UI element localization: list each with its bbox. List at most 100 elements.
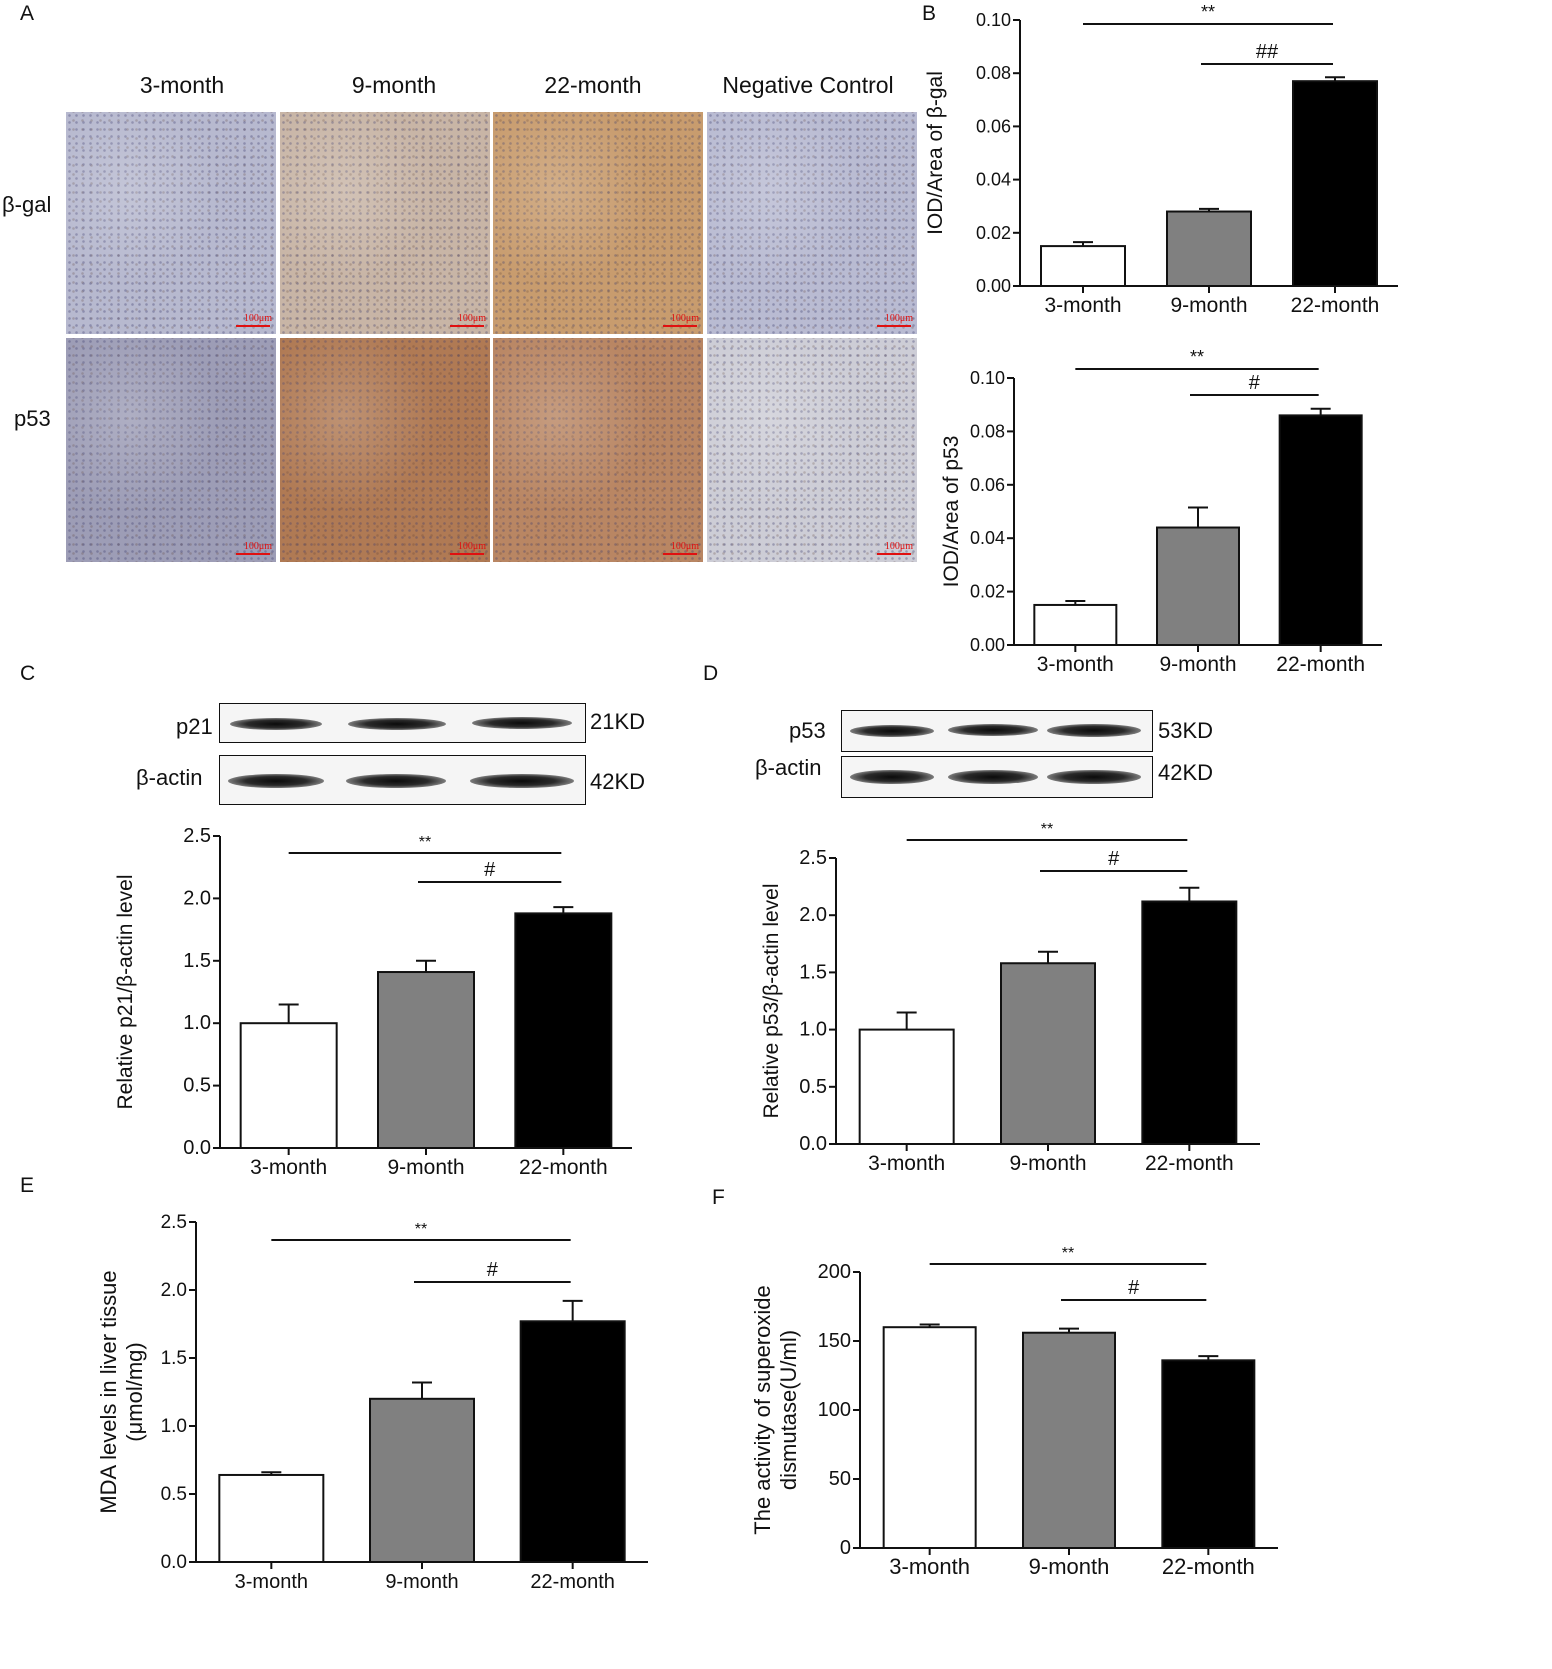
bar-9-month [377, 971, 475, 1149]
significance-hash: # [487, 1259, 499, 1281]
y-tick-label: 0.00 [970, 635, 1005, 655]
significance-stars: ** [1201, 2, 1215, 22]
bar-9-month [369, 1397, 475, 1564]
scale-bar-label: 100μm [670, 541, 699, 552]
y-tick-label: 0 [840, 1537, 851, 1559]
micrograph-tile: 100μm [707, 112, 917, 334]
scale-bar-label: 100μm [884, 313, 913, 324]
y-tick-label: 0.04 [970, 528, 1005, 548]
x-tick-label: 9-month [1029, 1554, 1110, 1579]
y-tick-label: 0.5 [161, 1484, 187, 1505]
x-tick-label: 22-month [1291, 294, 1380, 317]
significance-stars: ** [1062, 1245, 1074, 1262]
x-tick-label: 22-month [519, 1156, 608, 1179]
blot-band [850, 770, 934, 784]
bar-22-month [1292, 80, 1378, 288]
y-tick-label: 2.5 [183, 825, 211, 847]
x-tick-label: 9-month [385, 1571, 458, 1593]
panel-label-e: E [20, 1174, 35, 1197]
x-tick-label: 9-month [387, 1156, 464, 1179]
x-tick-label: 3-month [235, 1571, 308, 1593]
row-label-beta-gal: β-gal [2, 192, 52, 217]
significance-stars: ** [415, 1221, 427, 1238]
x-tick-label: 9-month [1159, 653, 1236, 676]
scale-bar [236, 553, 270, 555]
scale-bar-label: 100μm [670, 313, 699, 324]
x-tick-label: 3-month [889, 1554, 970, 1579]
y-tick-label: 1.0 [183, 1012, 211, 1034]
x-tick-label: 3-month [868, 1152, 945, 1175]
blot-d-actin-label: β-actin [755, 755, 822, 780]
y-tick-label: 0.06 [970, 475, 1005, 495]
y-tick-label: 150 [818, 1330, 851, 1352]
y-tick-label: 2.5 [799, 847, 827, 869]
blot-band [850, 725, 934, 737]
bar-3-month [1040, 245, 1126, 288]
scale-bar [663, 553, 697, 555]
significance-hash: ## [1256, 41, 1279, 63]
blot-d-p53-kd: 53KD [1158, 718, 1214, 743]
micrograph-tile: 100μm [280, 338, 490, 562]
y-tick-label: 1.0 [799, 1019, 827, 1041]
y-axis-label: The activity of superoxide [750, 1285, 775, 1534]
blot-band [948, 724, 1038, 736]
scale-bar [450, 553, 484, 555]
x-tick-label: 22-month [1145, 1152, 1234, 1175]
blot-band [472, 717, 572, 729]
y-tick-label: 2.0 [799, 904, 827, 926]
y-tick-label: 0.0 [161, 1552, 187, 1573]
panel-label-d: D [703, 662, 719, 685]
column-label-9-month: 9-month [351, 72, 437, 98]
y-tick-label: 0.04 [976, 170, 1011, 190]
bar-3-month [858, 1028, 955, 1145]
y-tick-label: 0.00 [976, 276, 1011, 296]
blot-band [1047, 724, 1141, 737]
y-tick-label: 0.10 [970, 368, 1005, 388]
blot-c-p21-strip [219, 703, 586, 743]
y-tick-label: 0.02 [970, 582, 1005, 602]
y-tick-label: 0.0 [183, 1137, 211, 1159]
x-tick-label: 22-month [1162, 1554, 1255, 1579]
scale-bar [877, 325, 911, 327]
x-tick-label: 3-month [1037, 653, 1114, 676]
x-tick-label: 3-month [250, 1156, 327, 1179]
y-tick-label: 100 [818, 1399, 851, 1421]
blot-band [230, 718, 322, 730]
bar-22-month [1141, 900, 1238, 1145]
blot-band [948, 770, 1038, 784]
panel-label-a: A [20, 2, 35, 25]
blot-c-actin-kd: 42KD [590, 769, 646, 794]
bar-3-month [239, 1022, 338, 1150]
scale-bar-label: 100μm [457, 313, 486, 324]
y-tick-label: 1.5 [183, 950, 211, 972]
y-axis-label-line2: dismutase(U/ml) [776, 1330, 801, 1490]
blot-band [346, 774, 446, 788]
y-tick-label: 1.0 [161, 1416, 187, 1437]
row-label-p53: p53 [14, 406, 51, 431]
micrograph-tile: 100μm [280, 112, 490, 334]
panel-label-c: C [20, 662, 36, 685]
significance-hash: # [1108, 848, 1120, 870]
blot-c-actin-label: β-actin [136, 765, 203, 790]
x-tick-label: 22-month [1276, 653, 1365, 676]
y-tick-label: 50 [829, 1468, 851, 1490]
x-tick-label: 9-month [1170, 294, 1247, 317]
blot-band [1047, 770, 1141, 784]
y-tick-label: 2.0 [183, 887, 211, 909]
scale-bar [663, 325, 697, 327]
y-tick-label: 0.10 [976, 10, 1011, 30]
x-tick-label: 3-month [1044, 294, 1121, 317]
y-tick-label: 0.06 [976, 116, 1011, 136]
blot-band [470, 774, 574, 788]
scale-bar-label: 100μm [243, 313, 272, 324]
column-label-22-month: 22-month [544, 72, 642, 98]
column-label-3-month: 3-month [139, 72, 225, 98]
y-tick-label: 200 [818, 1261, 851, 1283]
blot-c-actin-strip [219, 755, 586, 805]
significance-stars: ** [1190, 347, 1204, 367]
bar-9-month [1000, 962, 1096, 1145]
micrograph-tile: 100μm [707, 338, 917, 562]
scale-bar-label: 100μm [243, 541, 272, 552]
y-axis-label-line2: (μmol/mg) [122, 1342, 147, 1441]
